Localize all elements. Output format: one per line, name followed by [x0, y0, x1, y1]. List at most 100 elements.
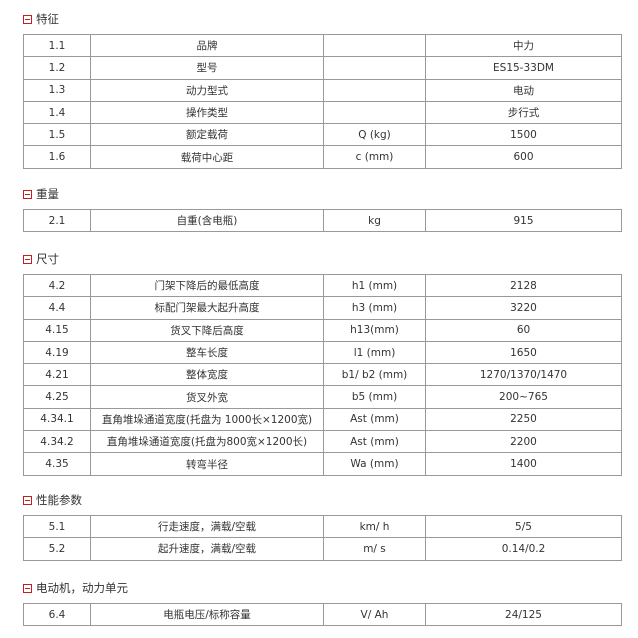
item-name: 行走速度，满载/空载 — [90, 514, 324, 539]
table-row: 4.15 货叉下降后高度 h13(mm) 60 — [23, 318, 622, 342]
item-number: 4.21 — [23, 363, 91, 387]
section-title: 尺寸 — [36, 252, 59, 266]
table-row: 4.34.1 直角堆垛通道宽度(托盘为 1000长×1200宽) Ast (mm) 2… — [23, 407, 622, 432]
item-value: 0.14/0.2 — [425, 537, 622, 561]
item-unit: h1 (mm) — [323, 273, 426, 298]
item-number: 4.35 — [23, 452, 91, 476]
item-name: 操作类型 — [90, 100, 324, 125]
item-number: 1.5 — [23, 123, 91, 147]
item-name: 整体宽度 — [90, 363, 324, 387]
section: 性能参数 5.1 行走速度，满载/空载 km/ h 5/5 5.2 起升速度，满载/空载 m/… — [23, 493, 622, 561]
item-number: 5.1 — [23, 514, 91, 539]
item-unit: kg — [323, 208, 426, 233]
item-number: 1.6 — [23, 145, 91, 169]
item-unit: Wa (mm) — [323, 452, 426, 476]
item-unit: V/ Ah — [323, 602, 426, 627]
item-name: 直角堆垛通道宽度(托盘为800宽×1200长) — [90, 430, 324, 454]
collapse-icon[interactable] — [23, 254, 32, 264]
table-row: 1.5 额定载荷 Q (kg) 1500 — [23, 123, 622, 147]
item-unit — [323, 33, 426, 58]
item-number: 1.4 — [23, 100, 91, 125]
table-row: 1.4 操作类型 步行式 — [23, 100, 622, 125]
section-header[interactable]: 电动机，动力单元 — [23, 581, 622, 595]
item-unit: h3 (mm) — [323, 296, 426, 320]
item-value: 电动 — [425, 78, 622, 102]
spec-table: 1.1 品牌 中力 1.2 型号 ES15-33DM 1.3 动力型式 电动 1.4 操作类型 步行式… — [23, 33, 622, 169]
section-header[interactable]: 重量 — [23, 187, 622, 201]
item-value: 24/125 — [425, 602, 622, 627]
table-row: 6.4 电瓶电压/标称容量 V/ Ah 24/125 — [23, 602, 622, 627]
table-row: 4.21 整体宽度 b1/ b2 (mm) 1270/1370/1470 — [23, 363, 622, 387]
item-value: 步行式 — [425, 100, 622, 125]
collapse-icon[interactable] — [23, 189, 32, 199]
section-title: 性能参数 — [36, 493, 82, 507]
item-number: 4.2 — [23, 273, 91, 298]
item-name: 转弯半径 — [90, 452, 324, 476]
item-name: 货叉外宽 — [90, 385, 324, 409]
item-number: 6.4 — [23, 602, 91, 627]
item-unit: km/ h — [323, 514, 426, 539]
item-value: 1270/1370/1470 — [425, 363, 622, 387]
item-value: 3220 — [425, 296, 622, 320]
item-unit: m/ s — [323, 537, 426, 561]
item-unit: Ast (mm) — [323, 407, 426, 432]
table-row: 4.34.2 直角堆垛通道宽度(托盘为800宽×1200长) Ast (mm) 220… — [23, 430, 622, 454]
collapse-icon[interactable] — [23, 495, 32, 505]
item-name: 载荷中心距 — [90, 145, 324, 169]
item-unit: h13(mm) — [323, 318, 426, 342]
item-number: 4.19 — [23, 340, 91, 365]
item-name: 直角堆垛通道宽度(托盘为 1000长×1200宽) — [90, 407, 324, 432]
item-value: 600 — [425, 145, 622, 169]
item-number: 4.34.1 — [23, 407, 91, 432]
item-number: 2.1 — [23, 208, 91, 233]
item-name: 动力型式 — [90, 78, 324, 102]
item-value: 2250 — [425, 407, 622, 432]
item-unit: b1/ b2 (mm) — [323, 363, 426, 387]
section-header[interactable]: 尺寸 — [23, 252, 622, 266]
item-name: 门架下降后的最低高度 — [90, 273, 324, 298]
table-row: 5.1 行走速度，满载/空载 km/ h 5/5 — [23, 514, 622, 539]
table-row: 1.1 品牌 中力 — [23, 33, 622, 58]
collapse-icon[interactable] — [23, 583, 32, 593]
item-value: 2128 — [425, 273, 622, 298]
item-name: 型号 — [90, 56, 324, 80]
item-number: 4.34.2 — [23, 430, 91, 454]
spec-table: 5.1 行走速度，满载/空载 km/ h 5/5 5.2 起升速度，满载/空载 m/ s 0.… — [23, 514, 622, 561]
section: 电动机，动力单元 6.4 电瓶电压/标称容量 V/ Ah 24/125 — [23, 581, 622, 627]
table-row: 2.1 自重(含电瓶) kg 915 — [23, 208, 622, 233]
collapse-icon[interactable] — [23, 14, 32, 24]
table-row: 1.2 型号 ES15-33DM — [23, 56, 622, 80]
table-row: 4.25 货叉外宽 b5 (mm) 200~765 — [23, 385, 622, 409]
spec-table: 6.4 电瓶电压/标称容量 V/ Ah 24/125 — [23, 602, 622, 627]
item-name: 品牌 — [90, 33, 324, 58]
item-unit: c (mm) — [323, 145, 426, 169]
item-number: 5.2 — [23, 537, 91, 561]
item-unit — [323, 100, 426, 125]
item-number: 1.1 — [23, 33, 91, 58]
item-name: 起升速度，满载/空载 — [90, 537, 324, 561]
item-name: 电瓶电压/标称容量 — [90, 602, 324, 627]
section-title: 特征 — [36, 12, 59, 26]
section-title: 电动机，动力单元 — [36, 581, 128, 595]
spec-table: 4.2 门架下降后的最低高度 h1 (mm) 2128 4.4 标配门架最大起升高度 h3 … — [23, 273, 622, 476]
spec-table: 2.1 自重(含电瓶) kg 915 — [23, 208, 622, 233]
table-row: 4.2 门架下降后的最低高度 h1 (mm) 2128 — [23, 273, 622, 298]
item-value: ES15-33DM — [425, 56, 622, 80]
item-unit: Ast (mm) — [323, 430, 426, 454]
table-row: 4.19 整车长度 l1 (mm) 1650 — [23, 340, 622, 365]
item-value: 915 — [425, 208, 622, 233]
item-value: 60 — [425, 318, 622, 342]
item-number: 1.3 — [23, 78, 91, 102]
section: 特征 1.1 品牌 中力 1.2 型号 ES15-33DM 1.3 动力型式 电动 1.4 操作类型 步… — [23, 12, 622, 169]
section: 重量 2.1 自重(含电瓶) kg 915 — [23, 187, 622, 233]
section-title: 重量 — [36, 187, 59, 201]
table-row: 1.6 载荷中心距 c (mm) 600 — [23, 145, 622, 169]
section: 尺寸 4.2 门架下降后的最低高度 h1 (mm) 2128 4.4 标配门架最大起升高度 h… — [23, 252, 622, 476]
section-header[interactable]: 特征 — [23, 12, 622, 26]
section-header[interactable]: 性能参数 — [23, 493, 622, 507]
item-value: 1500 — [425, 123, 622, 147]
item-number: 4.25 — [23, 385, 91, 409]
item-unit: l1 (mm) — [323, 340, 426, 365]
item-unit: Q (kg) — [323, 123, 426, 147]
item-value: 5/5 — [425, 514, 622, 539]
